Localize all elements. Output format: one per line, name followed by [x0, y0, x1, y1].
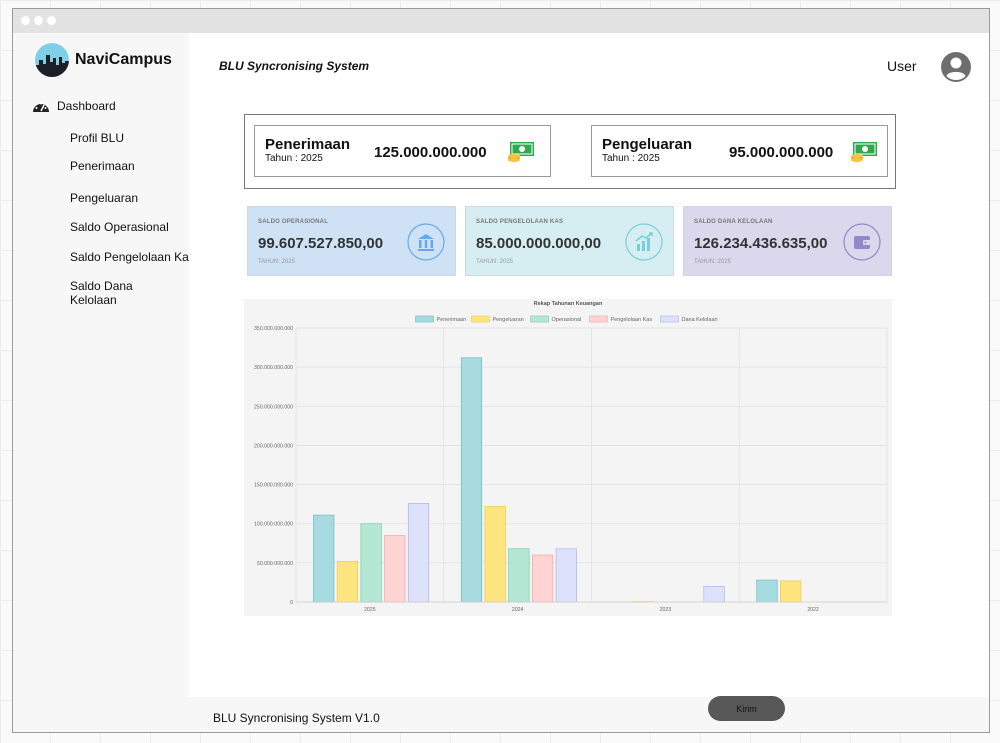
summary-year: Tahun : 2025	[265, 153, 323, 164]
bar	[384, 535, 406, 603]
window-minimize-dot[interactable]	[34, 16, 43, 25]
y-tick-label: 100.000.000.000	[254, 522, 293, 528]
stat-card-saldo-operasional: SALDO OPERASIONAL 99.607.527.850,00 TAHU…	[247, 206, 456, 276]
summary-title: Pengeluaran	[602, 136, 693, 153]
legend-label: Pengelolaan Kas	[611, 317, 653, 323]
y-tick-label: 250.000.000.000	[254, 404, 293, 410]
bar	[703, 585, 725, 603]
bar	[360, 523, 382, 603]
brand[interactable]: NaviCampus	[35, 43, 172, 77]
summary-card-penerimaan: Penerimaan Tahun : 2025 125.000.000.000	[254, 125, 551, 177]
sidebar-item-saldo-operasional[interactable]: Saldo Operasional	[70, 220, 169, 234]
stat-card-saldo-dana-kelolaan: SALDO DANA KELOLAAN 126.234.436.635,00 T…	[683, 206, 892, 276]
bar	[756, 579, 778, 603]
legend-swatch	[660, 315, 679, 323]
legend-label: Penerimaan	[437, 317, 467, 323]
legend-label: Dana Kelolaan	[682, 317, 718, 323]
page-title: BLU Syncronising System	[219, 59, 370, 73]
bar	[313, 514, 335, 603]
stat-label: SALDO DANA KELOLAAN	[694, 219, 773, 225]
stat-card-saldo-pengelolaan-kas: SALDO PENGELOLAAN KAS 85.000.000.000,00 …	[465, 206, 674, 276]
legend-swatch	[415, 315, 434, 323]
chart-title: Rekap Tahunan Keuangan	[534, 301, 603, 307]
dashboard-gauge-icon	[33, 102, 49, 112]
summary-value: 125.000.000.000	[374, 144, 487, 161]
window-close-dot[interactable]	[21, 16, 30, 25]
bar	[484, 506, 506, 603]
stat-year: TAHUN: 2025	[694, 259, 731, 265]
legend-label: Operasional	[552, 317, 582, 323]
x-tick-label: 2025	[364, 607, 376, 613]
x-tick-label: 2024	[512, 607, 524, 613]
bar	[407, 503, 430, 603]
main-content: BLU Syncronising System User Penerimaan …	[189, 33, 989, 697]
bar	[555, 548, 577, 603]
window-maximize-dot[interactable]	[47, 16, 56, 25]
y-tick-label: 300.000.000.000	[254, 365, 293, 371]
bar	[508, 548, 530, 603]
y-tick-label: 350.000.000.000	[254, 326, 293, 332]
sidebar-item-label: Dashboard	[57, 99, 116, 113]
cash-icon	[851, 142, 877, 162]
sidebar-item-penerimaan[interactable]: Penerimaan	[70, 159, 135, 173]
bar	[336, 560, 359, 603]
x-tick-label: 2023	[660, 607, 672, 613]
y-tick-label: 150.000.000.000	[254, 483, 293, 489]
stat-value: 126.234.436.635,00	[694, 235, 828, 252]
sidebar-item-saldo-dana-kelolaan[interactable]: Saldo Dana Kelolaan	[70, 279, 133, 307]
sidebar-item-profil-blu[interactable]: Profil BLU	[70, 131, 125, 145]
user-name[interactable]: User	[887, 58, 917, 74]
summary-year: Tahun : 2025	[602, 153, 660, 164]
stat-year: TAHUN: 2025	[258, 259, 295, 265]
legend-label: Pengeluaran	[493, 317, 524, 323]
sidebar-item-saldo-pengelolaan-kas[interactable]: Saldo Pengelolaan Kas	[70, 250, 195, 264]
sidebar: NaviCampus Dashboard Profil BLU Penerima…	[13, 33, 195, 732]
y-tick-label: 200.000.000.000	[254, 443, 293, 449]
legend-swatch	[530, 315, 549, 323]
cash-icon	[508, 142, 534, 162]
summary-panel: Penerimaan Tahun : 2025 125.000.000.000 …	[244, 114, 896, 189]
sidebar-item-dashboard[interactable]: Dashboard	[32, 99, 116, 113]
chart-growth-icon	[625, 223, 663, 261]
summary-value: 95.000.000.000	[729, 144, 834, 161]
footer-version: BLU Syncronising System V1.0	[213, 711, 380, 725]
bar-chart: Rekap Tahunan Keuangan Penerimaan Pengelua…	[254, 301, 888, 613]
y-tick-label: 0	[290, 600, 293, 606]
kirim-button[interactable]: Kirim	[708, 696, 785, 721]
legend-swatch	[471, 315, 490, 323]
x-tick-label: 2022	[807, 607, 819, 613]
window-titlebar	[13, 9, 989, 34]
summary-title: Penerimaan	[265, 136, 351, 153]
sidebar-item-pengeluaran[interactable]: Pengeluaran	[70, 191, 139, 205]
bank-icon	[407, 223, 445, 261]
chart-container: Rekap Tahunan Keuangan Penerimaan Pengelua…	[244, 299, 892, 616]
app-window: NaviCampus Dashboard Profil BLU Penerima…	[12, 8, 990, 733]
summary-card-pengeluaran: Pengeluaran Tahun : 2025 95.000.000.000	[591, 125, 888, 177]
stat-label: SALDO PENGELOLAAN KAS	[476, 219, 564, 225]
stat-year: TAHUN: 2025	[476, 259, 513, 265]
wallet-icon	[843, 223, 881, 261]
legend-swatch	[589, 315, 608, 323]
bar	[780, 580, 802, 603]
stat-value: 85.000.000.000,00	[476, 235, 602, 252]
stat-value: 99.607.527.850,00	[258, 235, 384, 252]
user-avatar-icon[interactable]	[940, 51, 972, 83]
bar	[460, 357, 483, 603]
city-logo-icon	[35, 43, 69, 77]
brand-name: NaviCampus	[75, 51, 172, 68]
stat-label: SALDO OPERASIONAL	[258, 219, 329, 225]
bar	[532, 554, 554, 603]
y-tick-label: 50.000.000.000	[257, 561, 293, 567]
